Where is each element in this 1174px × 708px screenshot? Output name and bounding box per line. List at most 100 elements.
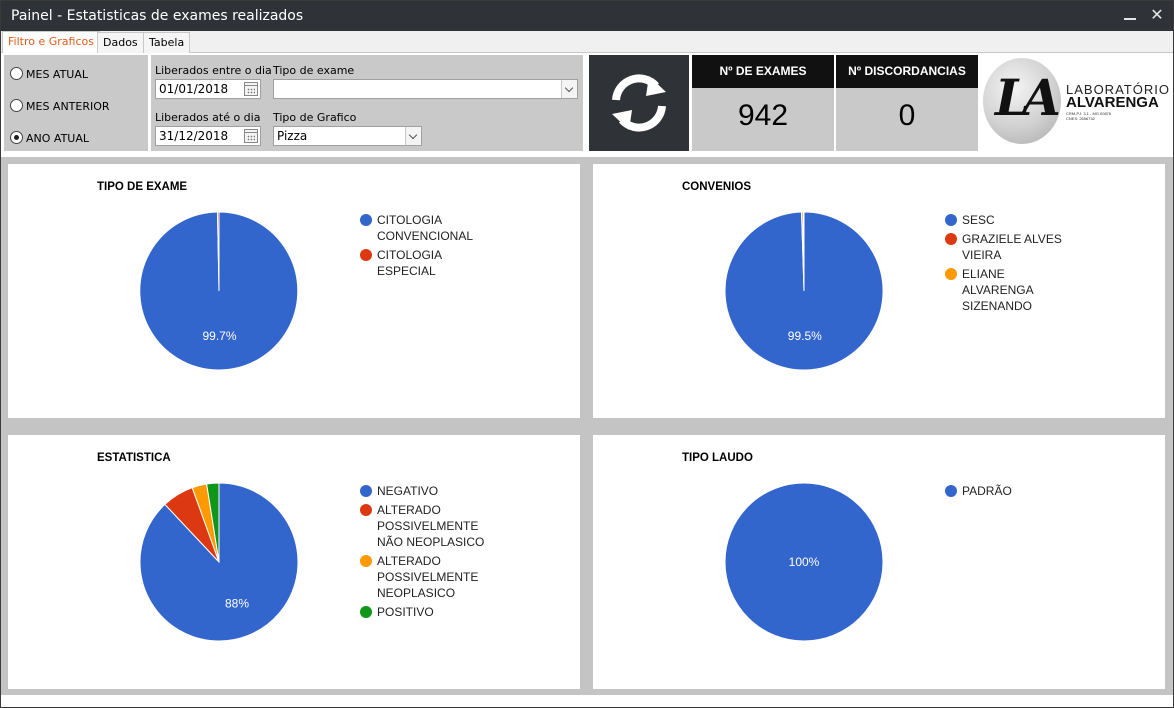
end-date-label: Liberados até o dia	[155, 111, 261, 124]
end-date-input[interactable]: 31/12/2018	[155, 126, 261, 146]
slice-label: 99.7%	[202, 329, 236, 343]
legend-swatch	[360, 485, 372, 497]
status-strip	[1, 695, 1173, 707]
refresh-icon	[612, 74, 666, 132]
chevron-down-icon[interactable]	[405, 127, 421, 145]
exam-count-card: Nº DE EXAMES 942	[692, 55, 834, 151]
legend-label: POSITIVO	[377, 605, 434, 619]
chart-legend: PADRÃO	[945, 483, 1160, 502]
legend-label: NEGATIVO	[377, 484, 439, 498]
logo-crm: CRM-PJ: 3.1 - MG 00876	[1066, 111, 1112, 116]
exam-count-value: 942	[737, 99, 789, 132]
legend-label: ELIANE ALVARENGA SIZENANDO	[962, 267, 1033, 313]
legend-item[interactable]: CITOLOGIA ESPECIAL	[360, 247, 575, 279]
logo-line2: ALVARENGA	[1066, 94, 1159, 111]
chart-legend: CITOLOGIA CONVENCIONAL CITOLOGIA ESPECIAL	[360, 212, 575, 282]
pie-chart[interactable]: 99.5%	[723, 210, 885, 372]
chart-legend: SESC GRAZIELE ALVES VIEIRA ELIANE ALVARENG…	[945, 212, 1160, 317]
pie-slice[interactable]	[217, 211, 220, 292]
pie-slice[interactable]	[802, 211, 805, 292]
legend-item[interactable]: PADRÃO	[945, 483, 1160, 499]
chart-title: TIPO DE EXAME	[97, 181, 188, 193]
discordance-count-card: Nº DISCORDANCIAS 0	[836, 55, 978, 151]
legend-label: CITOLOGIA CONVENCIONAL	[377, 213, 474, 243]
slice-label: 99.5%	[788, 329, 822, 343]
legend-label: PADRÃO	[962, 484, 1012, 498]
legend-swatch	[945, 268, 957, 280]
legend-item[interactable]: SESC	[945, 212, 1160, 228]
legend-item[interactable]: NEGATIVO	[360, 483, 575, 499]
window-title: Painel - Estatisticas de exames realizad…	[11, 8, 304, 24]
legend-item[interactable]: CITOLOGIA CONVENCIONAL	[360, 212, 575, 244]
discordance-count-label: Nº DISCORDANCIAS	[836, 55, 978, 88]
chart-type-label: Tipo de Grafico	[273, 111, 357, 124]
lab-logo: LA LABORATÓRIO ALVARENGA CRM-PJ: 3.1 - M…	[980, 55, 1172, 151]
legend-swatch	[360, 555, 372, 567]
pie-chart[interactable]: 88%	[138, 481, 300, 643]
start-date-value: 01/01/2018	[159, 82, 229, 96]
logo-line1: LABORATÓRIO	[1066, 82, 1170, 97]
close-icon: ✕	[1150, 7, 1164, 24]
exam-type-label: Tipo de exame	[273, 64, 355, 77]
logo-cnes: CNES: 2656732	[1066, 116, 1095, 121]
tab-dados[interactable]: Dados	[97, 32, 144, 54]
chevron-down-icon[interactable]	[561, 80, 577, 98]
legend-item[interactable]: GRAZIELE ALVES VIEIRA	[945, 231, 1160, 263]
pie-chart[interactable]: 100%	[723, 481, 885, 643]
discordance-count-value: 0	[898, 99, 916, 132]
exam-type-select[interactable]	[273, 79, 578, 99]
radio-button[interactable]	[10, 99, 23, 112]
pie-chart[interactable]: 99.7%	[138, 210, 300, 372]
legend-swatch	[360, 214, 372, 226]
period-selector: MES ATUAL MES ANTERIOR ANO ATUAL	[4, 55, 148, 151]
legend-swatch	[360, 249, 372, 261]
minimize-button[interactable]	[1119, 5, 1141, 27]
legend-item[interactable]: POSITIVO	[360, 604, 575, 620]
chart-panel-estatistica: ESTATISTICA 88% NEGATIVO ALTERADO POSSIVE…	[8, 435, 580, 689]
close-button[interactable]: ✕	[1146, 5, 1168, 27]
legend-label: ALTERADO POSSIVELMENTE NÃO NEOPLASICO	[377, 503, 485, 549]
legend-item[interactable]: ALTERADO POSSIVELMENTE NEOPLASICO	[360, 553, 575, 601]
legend-label: SESC	[962, 213, 995, 227]
chart-panel-tipo-laudo: TIPO LAUDO 100% PADRÃO	[593, 435, 1165, 689]
start-date-input[interactable]: 01/01/2018	[155, 79, 261, 99]
pie-slice[interactable]	[206, 482, 220, 563]
legend-swatch	[945, 214, 957, 226]
chart-legend: NEGATIVO ALTERADO POSSIVELMENTE NÃO NEOPL…	[360, 483, 575, 623]
tab-tabela[interactable]: Tabela	[143, 32, 191, 54]
logo-emblem: LA	[983, 58, 1061, 144]
chart-title: ESTATISTICA	[97, 452, 171, 464]
slice-label: 88%	[225, 597, 249, 611]
refresh-button[interactable]	[589, 55, 689, 151]
tab-filtro-e-graficos[interactable]: Filtro e Graficos	[2, 31, 100, 54]
start-date-label: Liberados entre o dia	[155, 64, 272, 77]
end-date-value: 31/12/2018	[159, 129, 229, 143]
radio-button[interactable]	[10, 67, 23, 80]
title-bar: Painel - Estatisticas de exames realizad…	[1, 1, 1173, 31]
legend-label: CITOLOGIA ESPECIAL	[377, 248, 442, 278]
slice-label: 100%	[789, 555, 820, 569]
chart-panel-convenios: CONVENIOS 99.5% SESC GRAZIELE ALVES VIEIR…	[593, 164, 1165, 418]
minimize-icon	[1124, 18, 1136, 20]
logo-mark: LA	[995, 68, 1061, 127]
chart-panel-tipo-de-exame: TIPO DE EXAME 99.7% CITOLOGIA CONVENCION…	[8, 164, 580, 418]
exam-count-label: Nº DE EXAMES	[692, 55, 834, 88]
radio-label: ANO ATUAL	[26, 132, 90, 145]
legend-item[interactable]: ALTERADO POSSIVELMENTE NÃO NEOPLASICO	[360, 502, 575, 550]
legend-label: GRAZIELE ALVES VIEIRA	[962, 232, 1062, 262]
pie-slice[interactable]	[724, 482, 884, 642]
legend-swatch	[360, 504, 372, 516]
chart-title: CONVENIOS	[682, 181, 752, 193]
legend-swatch	[945, 485, 957, 497]
chart-type-select[interactable]: Pizza	[273, 126, 422, 146]
radio-button-checked[interactable]	[10, 131, 23, 144]
chart-type-value: Pizza	[277, 129, 308, 143]
legend-swatch	[360, 606, 372, 618]
calendar-icon[interactable]	[244, 129, 258, 143]
legend-label: ALTERADO POSSIVELMENTE NEOPLASICO	[377, 554, 479, 600]
radio-label: MES ATUAL	[26, 68, 89, 81]
legend-item[interactable]: ELIANE ALVARENGA SIZENANDO	[945, 266, 1160, 314]
filter-fields: Liberados entre o dia 01/01/2018 Liberad…	[151, 55, 583, 151]
calendar-icon[interactable]	[244, 82, 258, 96]
